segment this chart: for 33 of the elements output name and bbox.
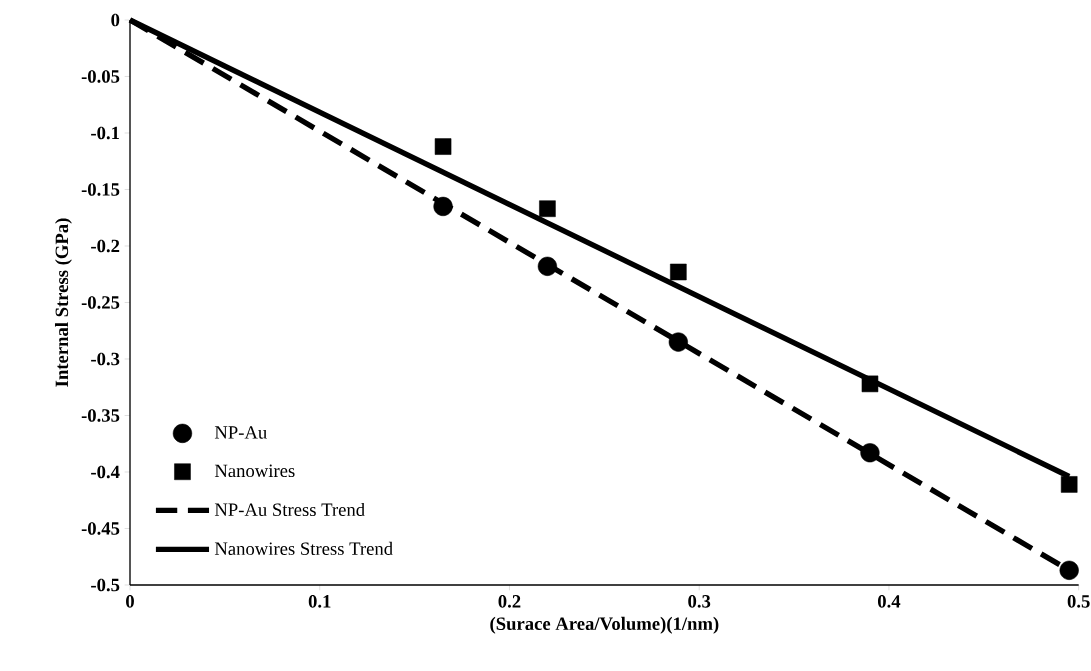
y-tick-label: -0.15 — [81, 183, 120, 196]
legend-label: NP-Au Stress Trend — [214, 502, 365, 517]
legend-label: NP-Au — [214, 426, 267, 439]
x-tick-label: 0.2 — [498, 595, 521, 608]
y-tick-label: -0.05 — [81, 70, 120, 83]
point — [670, 263, 687, 281]
legend-label: Nanowires — [214, 464, 295, 478]
legend-label: Nanowires Stress Trend — [214, 541, 393, 555]
y-tick-label: -0.25 — [81, 296, 120, 309]
point — [433, 196, 453, 217]
point — [861, 375, 879, 393]
y-tick-label: -0.5 — [91, 578, 120, 592]
point — [1059, 560, 1079, 580]
y-tick-label: -0.45 — [81, 522, 120, 535]
x-tick-label: 0.4 — [877, 595, 901, 608]
y-tick-label: -0.35 — [81, 409, 120, 422]
y-tick-label: -0.1 — [91, 126, 119, 140]
y-axis-title: Internal Stress (GPa) — [54, 218, 72, 387]
x-tick-label: 0.3 — [688, 595, 711, 608]
x-tick-label: 0 — [126, 595, 134, 608]
y-tick-label: 0 — [111, 13, 120, 27]
point — [539, 200, 556, 217]
point — [1060, 476, 1078, 493]
y-tick-label: -0.2 — [91, 239, 120, 253]
x-tick-label: 0.1 — [308, 595, 331, 608]
point — [434, 138, 452, 155]
x-axis-title: (Surace Area/Volume)(1/nm) — [490, 616, 719, 634]
point — [668, 332, 688, 352]
y-tick-label: -0.4 — [91, 465, 120, 479]
point — [537, 256, 558, 276]
y-tick-label: -0.3 — [91, 352, 120, 366]
point — [860, 443, 880, 463]
x-tick-label: 0.5 — [1067, 595, 1090, 608]
